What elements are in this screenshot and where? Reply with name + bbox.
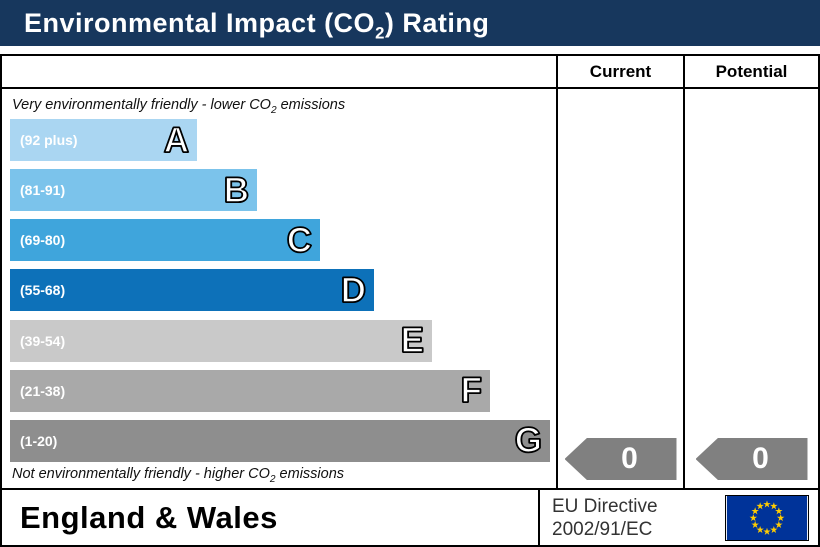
eu-directive-line1: EU Directive xyxy=(552,495,658,517)
band-range-label: (39-54) xyxy=(20,332,66,349)
band-range-label: (21-38) xyxy=(20,382,66,399)
bottom-note: Not environmentally friendly - higher CO… xyxy=(12,466,345,485)
band-bar: (21-38) F xyxy=(10,369,490,412)
potential-rating-arrow: 0 xyxy=(695,438,808,480)
table-header-row: Current Potential xyxy=(2,56,818,89)
page-title: Environmental Impact (CO2) Rating xyxy=(0,0,820,46)
band-bar: (55-68) D xyxy=(10,269,374,312)
band-row: (81-91) B xyxy=(10,169,548,212)
band-list: (92 plus) A (81-91) B (69-80) C (55-68) … xyxy=(10,119,550,462)
eu-flag-icon xyxy=(716,490,818,545)
band-bar: (39-54) E xyxy=(10,319,432,362)
potential-rating-value: 0 xyxy=(752,442,769,475)
band-letter: B xyxy=(223,170,250,210)
band-letter: E xyxy=(400,321,425,361)
band-row: (21-38) F xyxy=(10,369,548,412)
band-range-label: (92 plus) xyxy=(20,132,78,148)
footer: England & Wales EU Directive 2002/91/EC xyxy=(2,488,818,545)
current-rating-arrow: 0 xyxy=(564,438,677,480)
band-range-label: (1-20) xyxy=(20,432,58,449)
band-bar: (1-20) G xyxy=(10,419,550,462)
band-letter: C xyxy=(286,220,313,260)
band-row: (69-80) C xyxy=(10,219,548,262)
band-letter: D xyxy=(340,270,367,310)
current-rating-value: 0 xyxy=(621,442,638,475)
band-row: (92 plus) A xyxy=(10,119,548,161)
band-letter: G xyxy=(514,421,543,461)
band-row: (1-20) G xyxy=(10,419,550,462)
eu-directive-label: EU Directive 2002/91/EC xyxy=(538,490,716,545)
band-range-label: (55-68) xyxy=(20,282,66,299)
potential-column-header: Potential xyxy=(683,56,818,87)
top-note: Very environmentally friendly - lower CO… xyxy=(12,97,346,116)
page-title-text: Environmental Impact (CO2) Rating xyxy=(24,7,490,42)
band-row: (55-68) D xyxy=(10,269,548,312)
current-rating-cell: 0 xyxy=(556,89,683,488)
chart-header-cell xyxy=(2,56,556,87)
band-bar: (81-91) B xyxy=(10,169,257,212)
band-letter: A xyxy=(163,120,190,160)
band-range-label: (69-80) xyxy=(20,232,66,249)
current-column-header: Current xyxy=(556,56,683,87)
eu-directive-line2: 2002/91/EC xyxy=(552,518,653,540)
potential-rating-cell: 0 xyxy=(683,89,818,488)
rating-bands-area: Very environmentally friendly - lower CO… xyxy=(2,89,556,488)
band-bar: (92 plus) A xyxy=(10,119,197,161)
rating-chart-frame: Current Potential Very environmentally f… xyxy=(0,54,820,547)
band-bar: (69-80) C xyxy=(10,219,320,262)
band-letter: F xyxy=(460,371,483,411)
region-label: England & Wales xyxy=(20,499,278,535)
band-row: (39-54) E xyxy=(10,319,548,362)
band-range-label: (81-91) xyxy=(20,182,66,199)
table-body-row: Very environmentally friendly - lower CO… xyxy=(2,89,818,488)
